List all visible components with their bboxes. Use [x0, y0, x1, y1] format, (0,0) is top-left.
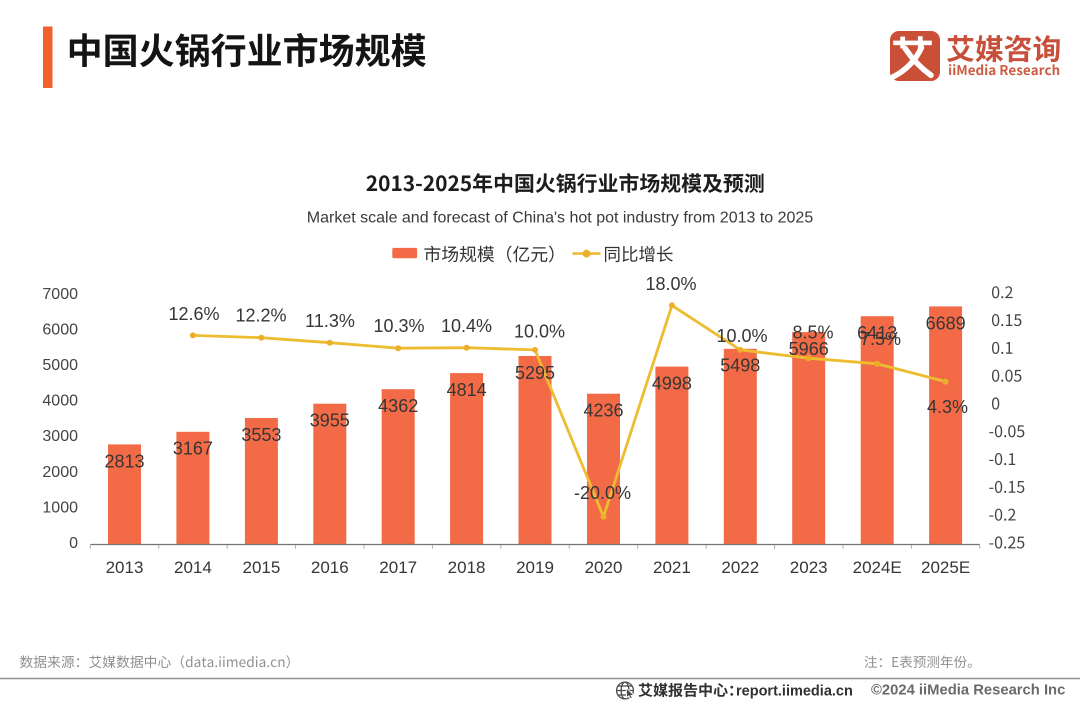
- svg-text:3553: 3553: [241, 425, 281, 445]
- svg-text:2017: 2017: [379, 558, 417, 577]
- svg-text:7.5%: 7.5%: [860, 329, 901, 349]
- svg-text:2023: 2023: [790, 558, 828, 577]
- svg-text:5966: 5966: [789, 339, 829, 359]
- svg-text:©2024 iiMedia Research Inc: ©2024 iiMedia Research Inc: [871, 683, 1065, 699]
- svg-text:5295: 5295: [515, 363, 555, 383]
- svg-text:8.5%: 8.5%: [792, 322, 833, 342]
- svg-text:4998: 4998: [652, 374, 692, 394]
- svg-text:-20.0%: -20.0%: [574, 483, 631, 503]
- svg-text:2025E: 2025E: [921, 558, 970, 577]
- svg-text:2024E: 2024E: [853, 558, 902, 577]
- svg-text:2000: 2000: [42, 464, 78, 481]
- svg-text:2022: 2022: [721, 558, 759, 577]
- svg-text:5000: 5000: [42, 357, 78, 374]
- svg-text:10.0%: 10.0%: [514, 322, 565, 342]
- svg-text:6413: 6413: [857, 323, 897, 343]
- svg-text:11.3%: 11.3%: [305, 311, 355, 331]
- svg-text:4362: 4362: [378, 396, 418, 416]
- svg-text:2016: 2016: [311, 558, 349, 577]
- svg-text:2020: 2020: [585, 558, 623, 577]
- svg-text:3955: 3955: [310, 411, 350, 431]
- svg-text:7000: 7000: [42, 286, 78, 303]
- svg-text:report.iimedia.cn: report.iimedia.cn: [736, 684, 853, 700]
- svg-text:1000: 1000: [42, 499, 78, 516]
- svg-text:6000: 6000: [42, 321, 78, 338]
- svg-text:4.3%: 4.3%: [927, 397, 968, 417]
- svg-text:10.4%: 10.4%: [441, 316, 492, 336]
- svg-text:2015: 2015: [242, 558, 280, 577]
- svg-text:2019: 2019: [516, 558, 554, 577]
- svg-text:2018: 2018: [448, 558, 486, 577]
- svg-text:0: 0: [69, 535, 78, 552]
- svg-text:2021: 2021: [653, 558, 691, 577]
- svg-text:4814: 4814: [447, 380, 487, 400]
- svg-text:10.3%: 10.3%: [373, 316, 424, 336]
- svg-text:2014: 2014: [174, 558, 212, 577]
- svg-text:6689: 6689: [926, 313, 966, 333]
- svg-text:18.0%: 18.0%: [645, 274, 696, 294]
- svg-text:2013: 2013: [106, 558, 144, 577]
- svg-text:Market scale and forecast of C: Market scale and forecast of China's hot…: [307, 210, 814, 227]
- svg-text:4236: 4236: [583, 401, 623, 421]
- svg-text:12.2%: 12.2%: [235, 305, 286, 325]
- svg-text:3167: 3167: [173, 439, 213, 459]
- svg-text:3000: 3000: [42, 428, 78, 445]
- svg-text:10.0%: 10.0%: [716, 326, 767, 346]
- svg-text:4000: 4000: [42, 393, 78, 410]
- svg-text:2813: 2813: [104, 451, 144, 471]
- svg-text:12.6%: 12.6%: [168, 304, 219, 324]
- svg-text:5498: 5498: [720, 356, 760, 376]
